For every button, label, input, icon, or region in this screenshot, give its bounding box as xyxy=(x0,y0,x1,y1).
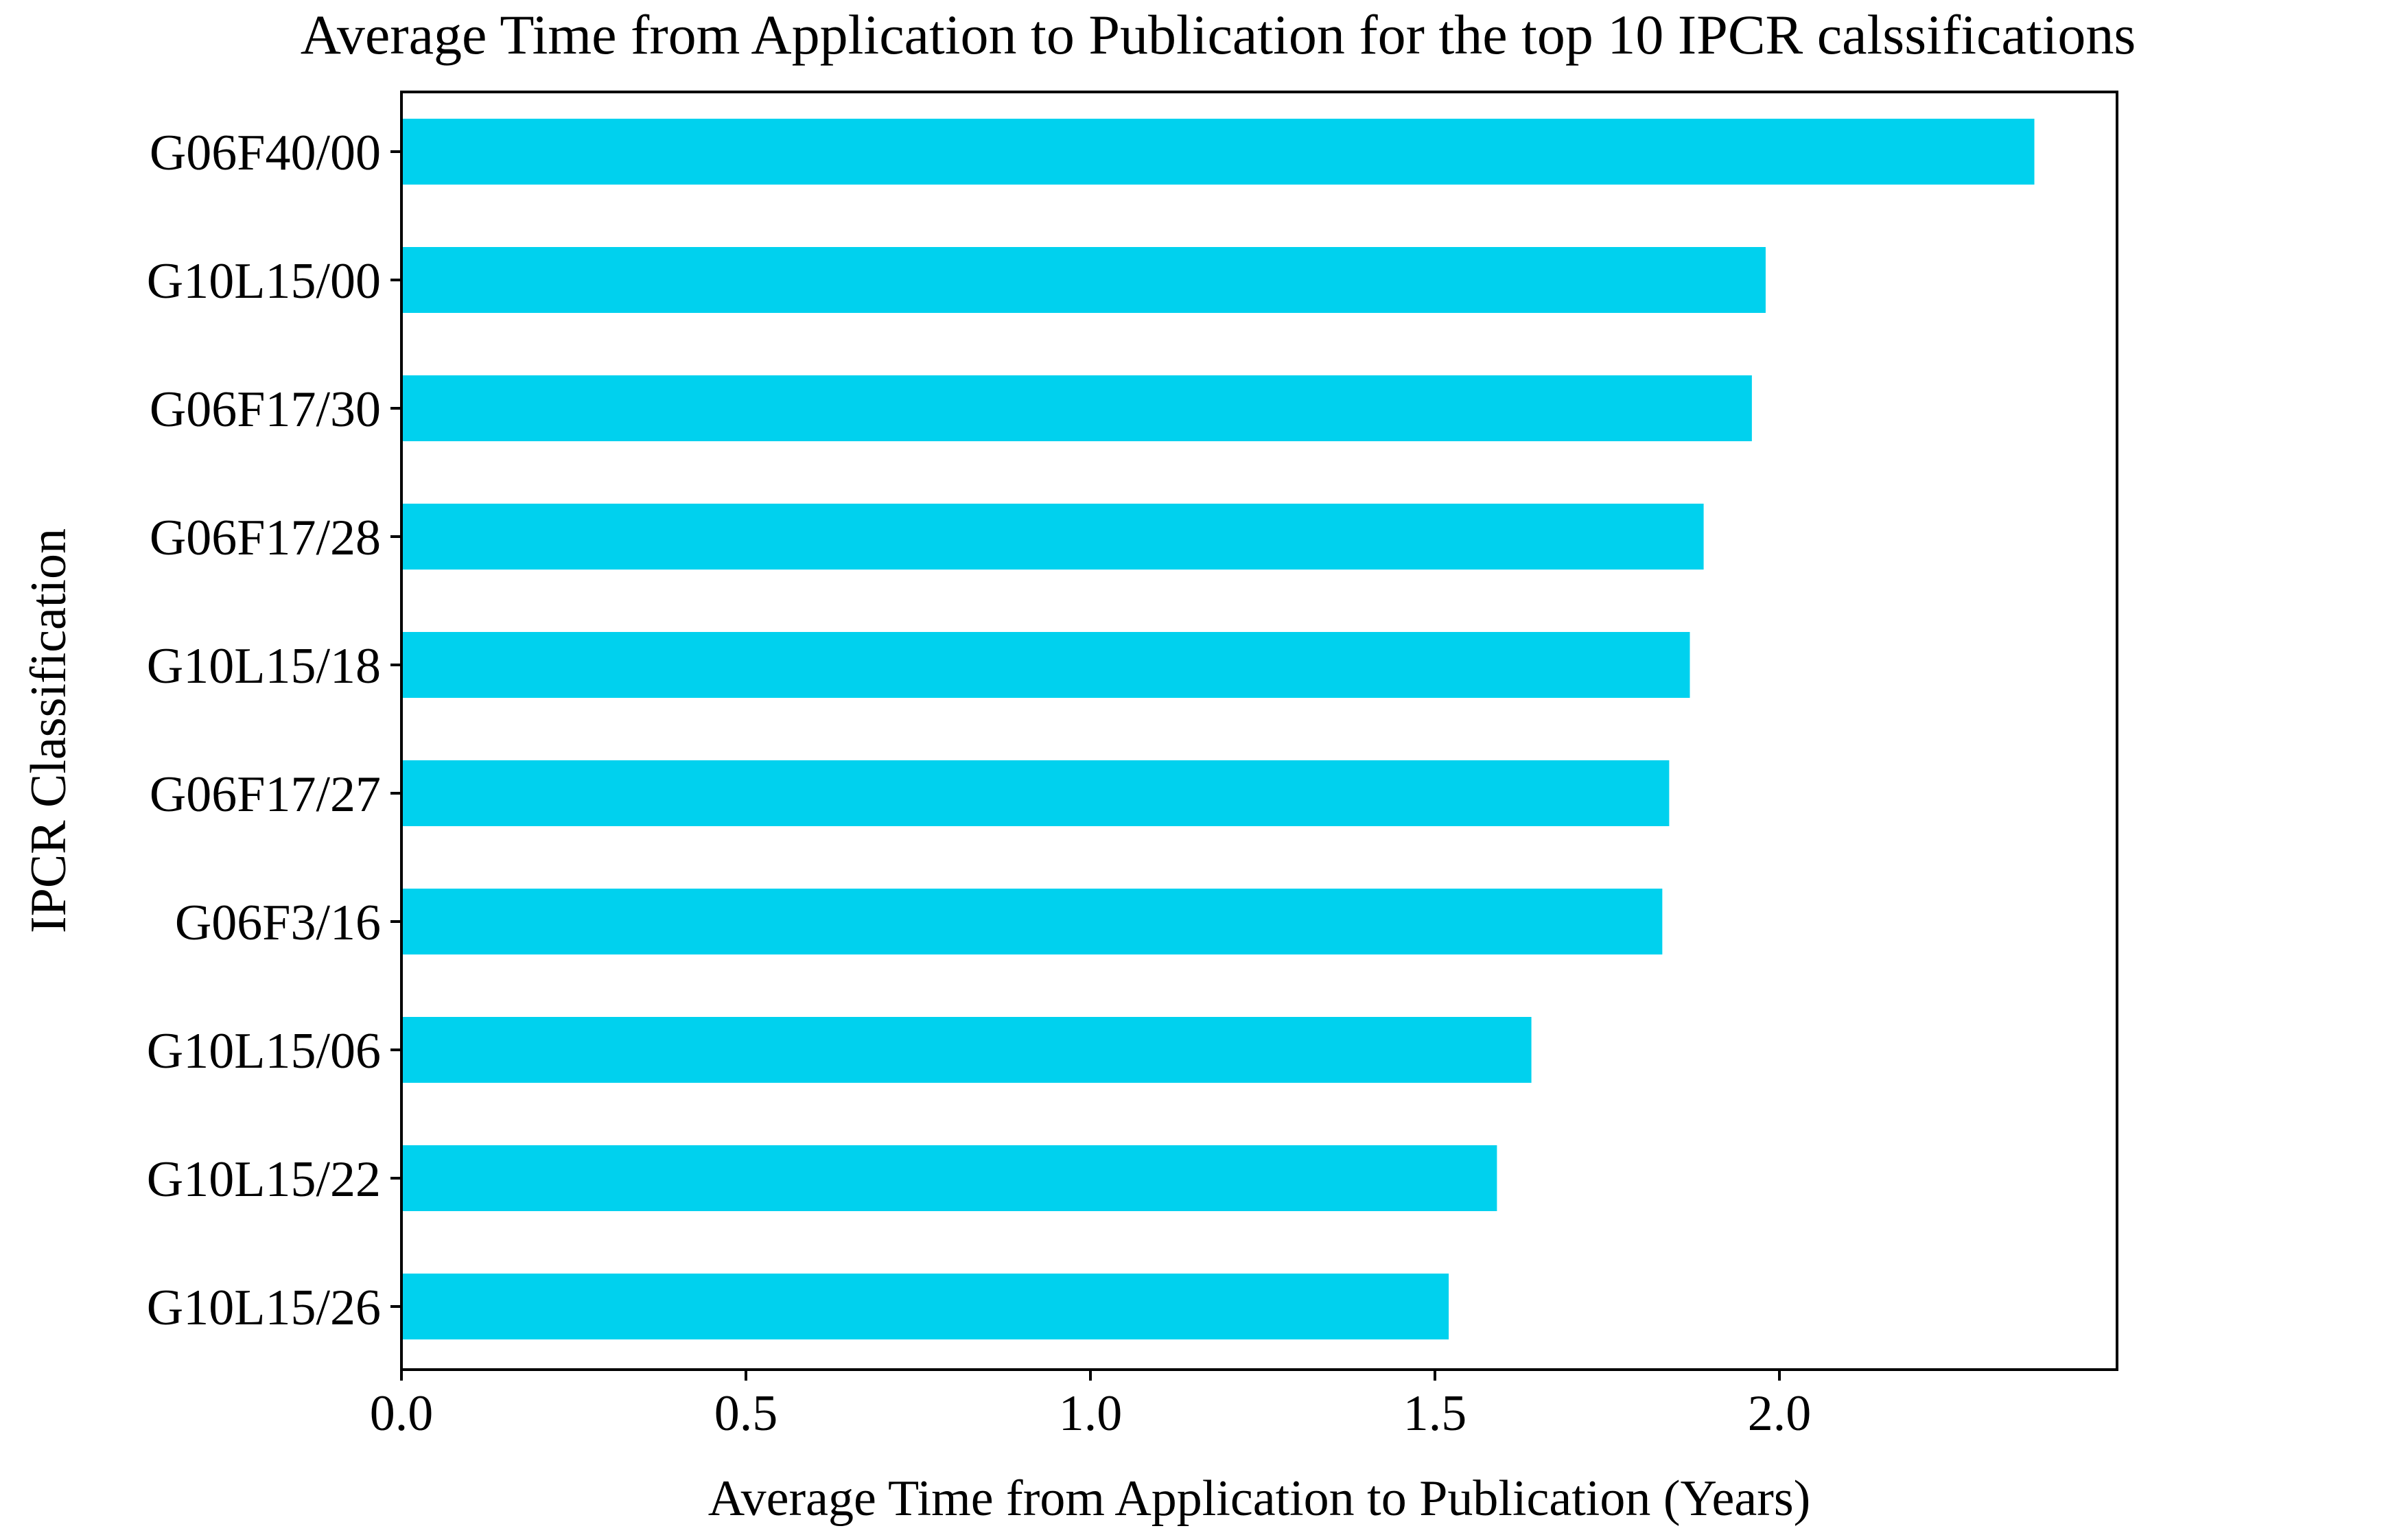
y-axis: G06F40/00 G10L15/00 G06F17/30 G06F17/28 G10L… xyxy=(147,125,401,1336)
y-tick-label: G10L15/26 xyxy=(147,1280,381,1336)
x-axis-label: Average Time from Application to Publica… xyxy=(708,1470,1811,1527)
y-tick-label: G10L15/18 xyxy=(147,638,381,694)
x-tick-label: 1.0 xyxy=(1059,1385,1123,1442)
y-tick-label: G10L15/06 xyxy=(147,1023,381,1079)
bar xyxy=(401,247,1766,313)
x-tick-label: 2.0 xyxy=(1748,1385,1812,1442)
x-tick-label: 1.5 xyxy=(1403,1385,1467,1442)
y-tick-label: G10L15/22 xyxy=(147,1151,381,1208)
bars-group xyxy=(401,119,2035,1339)
bar xyxy=(401,375,1752,441)
bar xyxy=(401,760,1670,826)
bar xyxy=(401,889,1663,954)
bar xyxy=(401,504,1704,570)
bar xyxy=(401,1274,1449,1339)
y-tick-label: G10L15/00 xyxy=(147,253,381,309)
y-tick-label: G06F40/00 xyxy=(150,125,381,181)
x-axis: 0.0 0.5 1.0 1.5 2.0 xyxy=(370,1370,1812,1442)
chart-title: Average Time from Application to Publica… xyxy=(301,3,2136,66)
plot-frame xyxy=(400,91,2118,1371)
bar xyxy=(401,1017,1532,1083)
bar xyxy=(401,632,1690,698)
bar xyxy=(401,1145,1497,1211)
y-axis-label: IPCR Classification xyxy=(21,528,77,933)
y-tick-label: G06F17/27 xyxy=(150,766,381,823)
bar xyxy=(401,119,2035,185)
y-tick-label: G06F17/30 xyxy=(150,382,381,438)
x-tick-label: 0.0 xyxy=(370,1385,434,1442)
x-tick-label: 0.5 xyxy=(714,1385,778,1442)
y-tick-label: G06F17/28 xyxy=(150,510,381,566)
y-tick-label: G06F3/16 xyxy=(175,895,381,951)
